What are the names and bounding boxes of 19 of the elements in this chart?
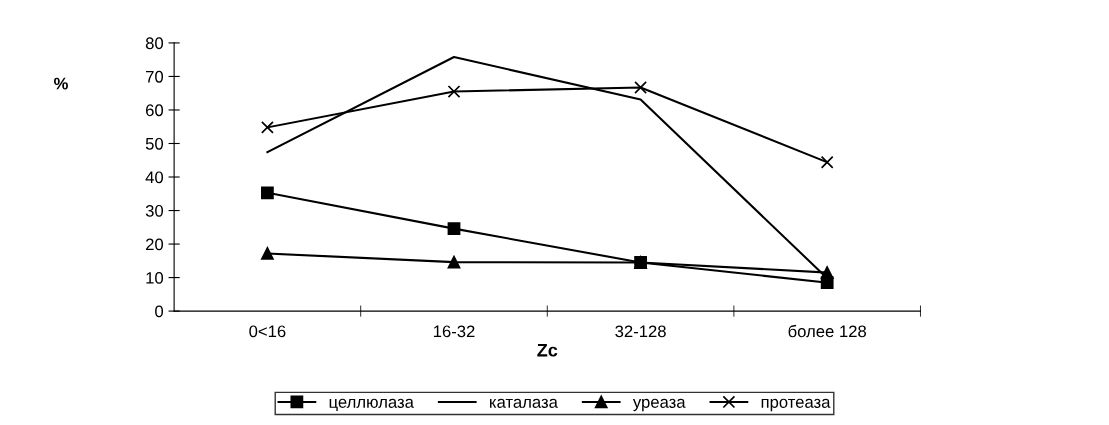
legend-label: уреаза	[632, 398, 686, 412]
legend-label: протеаза	[761, 398, 831, 412]
y-tick-label: 10	[146, 271, 164, 284]
y-axis-title: %	[54, 77, 68, 90]
legend-label: каталаза	[490, 398, 558, 408]
y-tick-label: 50	[145, 137, 164, 150]
y-tick-label: 20	[146, 238, 164, 251]
y-tick-label: 30	[145, 204, 164, 217]
x-axis-title: Zc	[537, 343, 558, 357]
x-tick-label: более 128	[788, 324, 867, 338]
y-tick-label: 70	[146, 70, 164, 83]
x-tick-label: 16-32	[433, 325, 475, 338]
y-tick-label: 40	[145, 171, 164, 184]
x-tick-label: 32-128	[615, 325, 666, 338]
y-tick-label: 0	[155, 305, 164, 318]
y-tick-label: 60	[146, 104, 164, 117]
legend-label: целлюлаза	[329, 398, 414, 412]
x-tick-label: 0<16	[249, 325, 286, 338]
y-tick-label: 80	[145, 37, 164, 50]
